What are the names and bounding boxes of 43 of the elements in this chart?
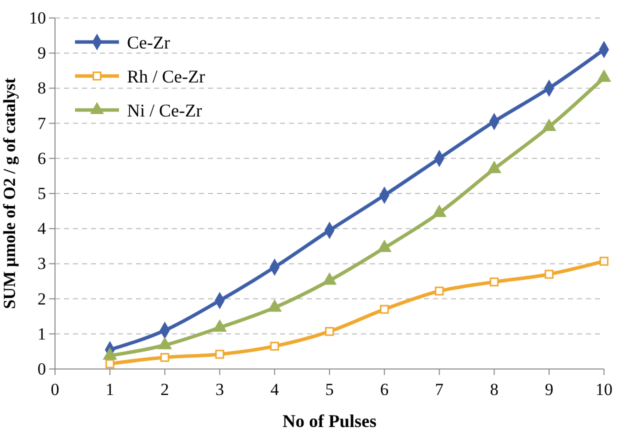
point [158,338,172,350]
y-tick-label: 10 [29,8,46,28]
point [434,286,444,296]
point [268,300,282,312]
y-tick-label: 4 [38,219,46,238]
y-tick-label: 8 [38,78,46,98]
x-tick-label: 4 [270,380,280,399]
point [160,352,170,362]
point [325,326,334,336]
x-tick-label: 0 [50,380,60,399]
point [215,350,224,359]
y-tick-label: 7 [38,114,46,133]
y-tick-label: 3 [38,254,46,274]
point [270,342,280,351]
legend-label: Rh / Ce-Zr [127,66,205,86]
x-tick-label: 2 [160,380,170,399]
x-tick-label: 5 [325,380,334,399]
point [600,256,608,266]
legend-label: Ce-Zr [127,32,170,52]
y-tick-label: 5 [38,184,46,203]
point [380,304,389,314]
point [213,320,226,332]
legend-label: Ni / Ce-Zr [127,100,202,120]
y-axis-title: SUM μmole of O2 / g of catalyst [0,78,19,310]
x-tick-label: 1 [106,380,114,399]
point [544,270,554,279]
x-tick-label: 7 [435,380,444,399]
x-tick-label: 9 [544,380,554,399]
point [103,348,117,360]
x-tick-label: 3 [215,380,224,399]
y-tick-label: 1 [38,324,46,344]
point [378,240,392,252]
x-tick-label: 8 [490,380,498,399]
x-tick-label: 10 [596,380,612,399]
point [322,273,336,285]
y-tick-label: 6 [38,148,46,168]
point [105,359,114,368]
y-tick-label: 9 [38,44,46,63]
point [490,277,499,286]
y-tick-label: 0 [38,359,46,378]
x-tick-label: 6 [380,380,389,399]
x-axis-title: No of Pulses [282,411,376,431]
y-tick-label: 2 [38,289,46,308]
